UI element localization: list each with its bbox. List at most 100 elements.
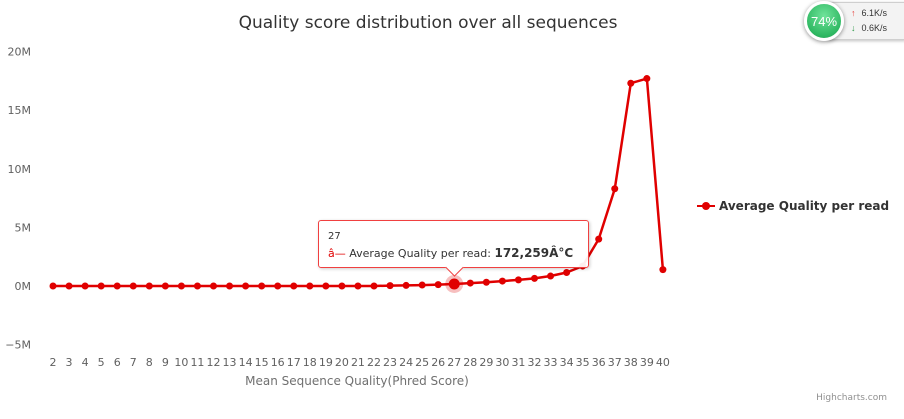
network-speed-widget[interactable]: ↑ 6.1K/s ↓ 0.6K/s 74% — [800, 0, 904, 42]
data-point[interactable] — [595, 235, 603, 243]
data-point[interactable] — [242, 282, 250, 290]
cpu-usage-circle[interactable]: 74% — [804, 1, 844, 41]
tooltip-value: 172,259Â°C — [494, 246, 574, 260]
x-tick-label: 29 — [479, 356, 493, 369]
data-point[interactable] — [210, 282, 217, 290]
x-tick-label: 17 — [287, 356, 301, 369]
data-point[interactable] — [659, 266, 667, 274]
data-point[interactable] — [563, 269, 571, 277]
tooltip-series-label: Average Quality per read: — [349, 247, 495, 260]
data-point[interactable] — [466, 279, 474, 287]
tooltip-line: â— Average Quality per read: 172,259Â°C — [328, 246, 573, 260]
x-tick-label: 40 — [656, 356, 670, 369]
data-point[interactable] — [161, 282, 169, 290]
upload-speed-row: ↑ 6.1K/s — [851, 8, 887, 18]
data-point[interactable] — [370, 282, 378, 290]
data-point[interactable] — [514, 276, 522, 284]
x-tick-label: 24 — [399, 356, 413, 369]
y-tick-label: −5M — [5, 339, 31, 352]
data-point[interactable] — [290, 282, 298, 290]
download-speed: 0.6K/s — [861, 23, 888, 33]
x-tick-label: 23 — [383, 356, 397, 369]
x-tick-label: 13 — [223, 356, 237, 369]
x-tick-label: 12 — [207, 356, 221, 369]
data-point[interactable] — [434, 281, 442, 289]
x-tick-label: 15 — [255, 356, 269, 369]
x-tick-label: 28 — [463, 356, 477, 369]
data-point[interactable] — [81, 282, 89, 290]
x-tick-label: 21 — [351, 356, 365, 369]
credits-link[interactable]: Highcharts.com — [816, 393, 887, 403]
x-tick-label: 36 — [592, 356, 606, 369]
tooltip: 27 â— Average Quality per read: 172,259Â… — [318, 220, 589, 277]
data-point[interactable] — [322, 282, 330, 290]
y-tick-label: 5M — [15, 221, 32, 234]
data-point[interactable] — [129, 282, 137, 290]
x-tick-label: 26 — [431, 356, 445, 369]
data-point[interactable] — [177, 282, 185, 290]
x-tick-label: 8 — [146, 356, 153, 369]
data-point[interactable] — [386, 282, 394, 290]
x-tick-label: 6 — [114, 356, 121, 369]
y-tick-label: 10M — [8, 163, 32, 176]
data-point[interactable] — [145, 282, 153, 290]
data-point[interactable] — [531, 274, 538, 282]
x-tick-label: 38 — [624, 356, 638, 369]
data-point[interactable] — [627, 79, 635, 87]
legend[interactable]: Average Quality per read — [697, 199, 889, 213]
x-tick-label: 9 — [162, 356, 169, 369]
down-arrow-icon: ↓ — [851, 23, 856, 33]
data-point[interactable] — [193, 282, 201, 290]
data-point[interactable] — [402, 281, 410, 289]
x-tick-label: 20 — [335, 356, 349, 369]
x-tick-label: 4 — [82, 356, 89, 369]
usage-percent: 74% — [810, 13, 838, 29]
data-point[interactable] — [338, 282, 346, 290]
download-speed-row: ↓ 0.6K/s — [851, 23, 887, 33]
data-point[interactable] — [547, 272, 555, 280]
x-tick-label: 11 — [190, 356, 204, 369]
x-tick-label: 35 — [576, 356, 590, 369]
data-point[interactable] — [97, 282, 105, 290]
tooltip-x-label: 27 — [328, 231, 341, 242]
data-point[interactable] — [611, 185, 619, 193]
data-point[interactable] — [354, 282, 362, 290]
up-arrow-icon: ↑ — [851, 8, 856, 18]
data-point[interactable] — [418, 281, 426, 289]
x-tick-label: 34 — [560, 356, 574, 369]
x-tick-label: 30 — [495, 356, 509, 369]
y-tick-label: 15M — [8, 104, 32, 117]
x-tick-label: 7 — [130, 356, 137, 369]
x-tick-label: 22 — [367, 356, 381, 369]
x-tick-label: 14 — [239, 356, 253, 369]
data-point[interactable] — [448, 278, 460, 290]
data-point[interactable] — [482, 278, 490, 286]
data-point[interactable] — [258, 282, 266, 290]
data-point[interactable] — [498, 277, 506, 285]
data-point[interactable] — [226, 282, 234, 290]
x-tick-label: 2 — [50, 356, 57, 369]
data-point[interactable] — [65, 282, 73, 290]
x-tick-label: 32 — [528, 356, 542, 369]
data-point[interactable] — [306, 282, 314, 290]
upload-speed: 6.1K/s — [861, 8, 888, 18]
x-tick-label: 39 — [640, 356, 654, 369]
x-tick-label: 37 — [608, 356, 622, 369]
data-point[interactable] — [274, 282, 282, 290]
legend-marker — [702, 202, 710, 210]
y-tick-label: 20M — [8, 46, 32, 59]
data-point[interactable] — [643, 75, 651, 83]
tooltip-marker: â— — [328, 247, 346, 260]
x-tick-label: 3 — [66, 356, 73, 369]
y-tick-label: 0M — [15, 280, 32, 293]
x-tick-label: 33 — [544, 356, 558, 369]
x-tick-label: 16 — [271, 356, 285, 369]
data-point[interactable] — [49, 282, 57, 290]
data-point[interactable] — [113, 282, 121, 290]
x-tick-label: 25 — [415, 356, 429, 369]
x-axis-title: Mean Sequence Quality(Phred Score) — [245, 374, 469, 388]
legend-item-average-quality[interactable]: Average Quality per read — [719, 199, 889, 213]
x-tick-label: 31 — [511, 356, 525, 369]
series-average-quality[interactable] — [49, 75, 667, 293]
